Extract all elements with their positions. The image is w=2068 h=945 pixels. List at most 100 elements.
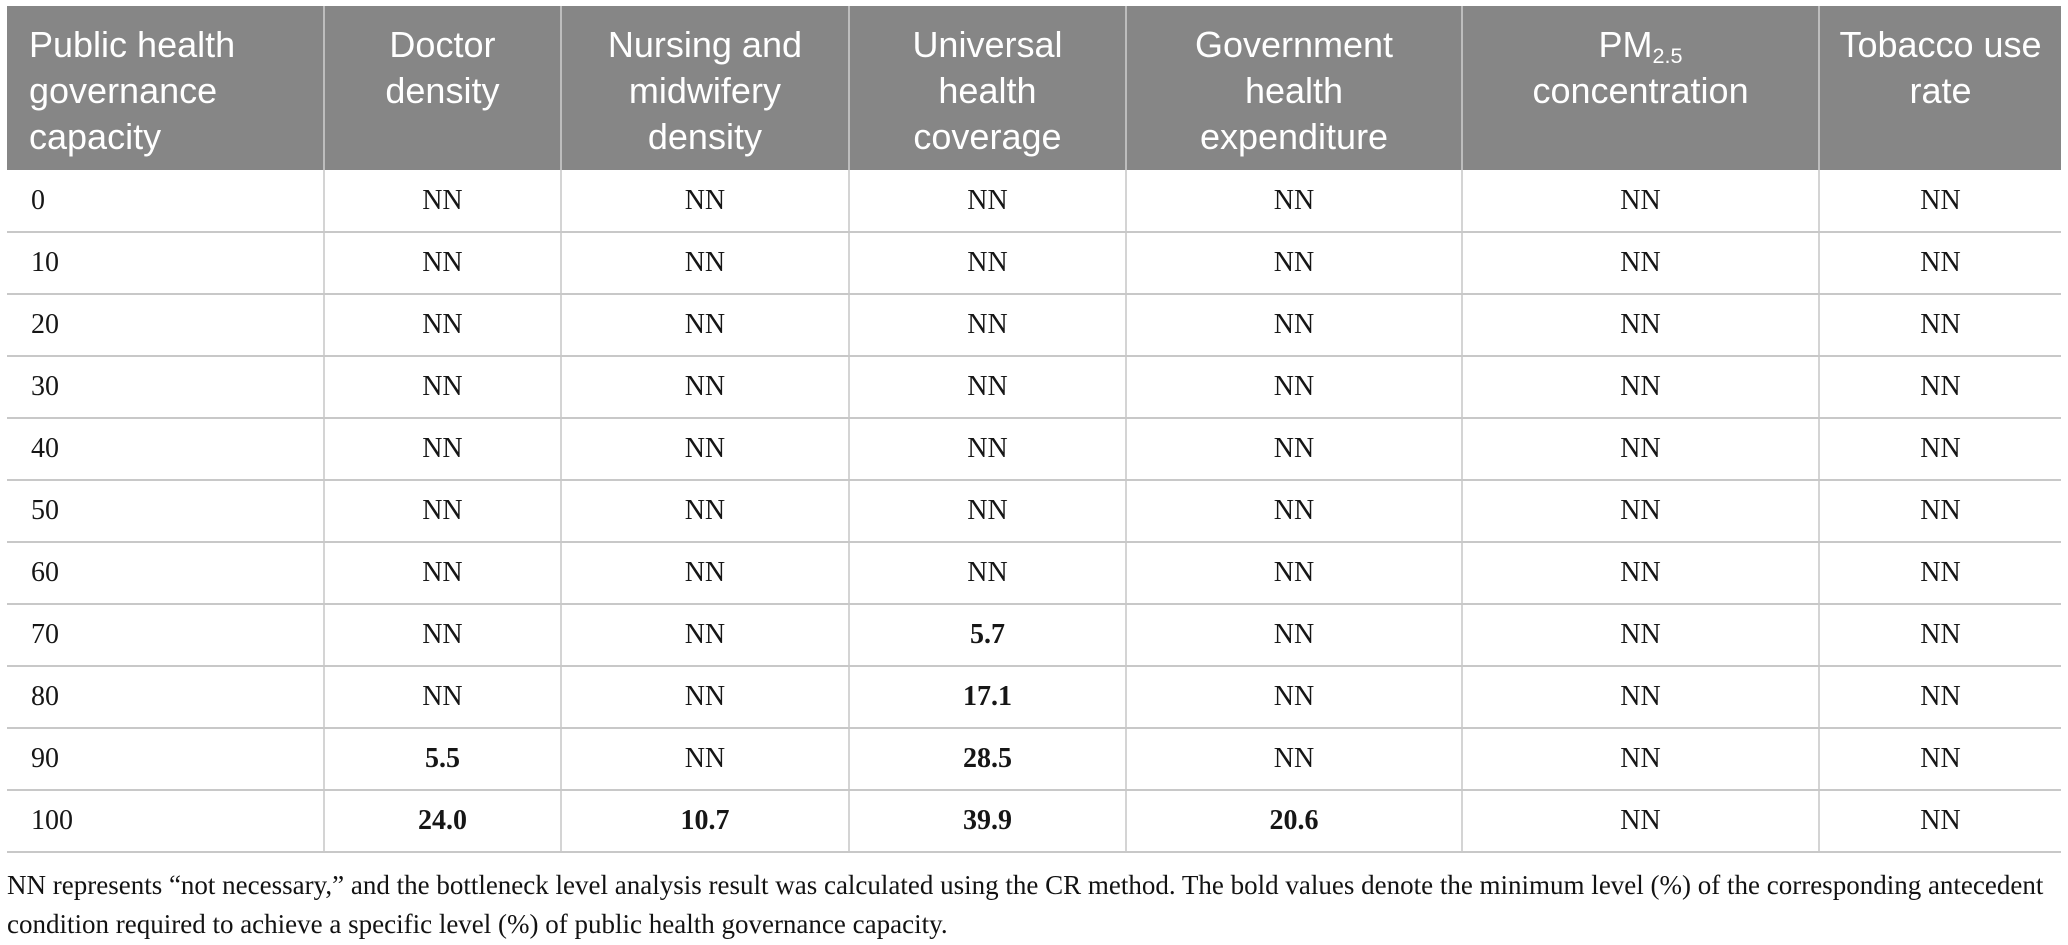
table-cell: NN <box>322 666 561 730</box>
column-header-label: Public health governance capacity <box>29 24 235 157</box>
table-cell: NN <box>559 480 849 544</box>
table-cell: NN <box>1124 356 1463 420</box>
row-capacity-label: 50 <box>7 480 324 544</box>
header-text: coverage <box>913 116 1062 158</box>
table-cell: NN <box>1818 604 2061 668</box>
header-text: midwifery <box>628 70 781 112</box>
table-cell: NN <box>1461 790 1820 854</box>
column-header-tobacco-use-rate: Tobacco use rate <box>1818 6 2061 171</box>
header-text: Universal <box>912 24 1063 65</box>
table-row: 50 NN NN NN NN NN NN <box>7 480 2061 544</box>
table-body: 0 NN NN NN NN NN NN 10 NN NN NN NN NN NN 20 NN NN NN NN NN N… <box>7 170 2061 854</box>
table-row: 100 24.0 10.7 39.9 20.6 NN NN <box>7 790 2061 854</box>
column-header-label: Universal health coverage <box>912 24 1062 157</box>
column-header-label: Doctor density <box>385 24 499 111</box>
column-header-pm25-concentration: PM2.5 concentration <box>1461 6 1820 171</box>
row-capacity-label: 10 <box>7 232 324 296</box>
column-header-public-health-governance-capacity: Public health governance capacity <box>7 6 324 171</box>
table-cell: NN <box>847 418 1126 482</box>
table-cell: 28.5 <box>847 728 1126 792</box>
column-header-nursing-midwifery-density: Nursing and midwifery density <box>559 6 849 171</box>
header-text: Nursing and <box>607 24 802 65</box>
header-text: Government <box>1194 24 1394 65</box>
header-text: governance <box>29 70 218 112</box>
row-capacity-label: 0 <box>7 170 324 234</box>
table-cell: NN <box>1124 418 1463 482</box>
row-capacity-label: 70 <box>7 604 324 668</box>
table-cell: NN <box>559 418 849 482</box>
table-cell: 39.9 <box>847 790 1126 854</box>
table-cell: NN <box>322 604 561 668</box>
table-cell: 17.1 <box>847 666 1126 730</box>
table-cell: NN <box>847 170 1126 234</box>
table-cell: NN <box>1818 170 2061 234</box>
column-header-label: Tobacco use rate <box>1839 24 2041 111</box>
row-capacity-label: 80 <box>7 666 324 730</box>
column-header-universal-health-coverage: Universal health coverage <box>847 6 1126 171</box>
table-cell: 5.5 <box>322 728 561 792</box>
table-cell: NN <box>1461 232 1820 296</box>
table-cell: NN <box>559 232 849 296</box>
table-cell: NN <box>1461 294 1820 358</box>
table-cell: NN <box>847 542 1126 606</box>
table-cell: NN <box>1124 728 1463 792</box>
header-text: capacity <box>29 116 162 158</box>
header-text: density <box>647 116 762 158</box>
table-cell: NN <box>847 232 1126 296</box>
table-cell: NN <box>1461 356 1820 420</box>
row-capacity-label: 90 <box>7 728 324 792</box>
table-cell: NN <box>559 604 849 668</box>
table-cell: NN <box>322 170 561 234</box>
table-cell: NN <box>1461 480 1820 544</box>
table-cell: NN <box>559 728 849 792</box>
table-cell: NN <box>1818 790 2061 854</box>
table-cell: NN <box>1124 542 1463 606</box>
table-row: 60 NN NN NN NN NN NN <box>7 542 2061 606</box>
table-cell: NN <box>1461 418 1820 482</box>
table-cell: NN <box>1461 666 1820 730</box>
table-cell: NN <box>322 232 561 296</box>
table-row: 10 NN NN NN NN NN NN <box>7 232 2061 296</box>
table-cell: NN <box>559 666 849 730</box>
table-row: 70 NN NN 5.7 NN NN NN <box>7 604 2061 668</box>
header-text: health <box>938 70 1037 112</box>
column-header-label: PM2.5 concentration <box>1532 24 1748 111</box>
header-text: Public health <box>29 24 236 65</box>
row-capacity-label: 60 <box>7 542 324 606</box>
table-cell: NN <box>559 294 849 358</box>
bottleneck-analysis-table: Public health governance capacity Doctor de… <box>7 6 2061 854</box>
table-cell: NN <box>322 418 561 482</box>
header-text: density <box>385 70 500 112</box>
table-cell: NN <box>847 356 1126 420</box>
header-subscript: 2.5 <box>1652 43 1683 69</box>
header-row: Public health governance capacity Doctor de… <box>7 6 2061 171</box>
table-row: 30 NN NN NN NN NN NN <box>7 356 2061 420</box>
header-text: concentration <box>1532 70 1749 112</box>
table-row: 80 NN NN 17.1 NN NN NN <box>7 666 2061 730</box>
table-cell: NN <box>847 294 1126 358</box>
table-row: 20 NN NN NN NN NN NN <box>7 294 2061 358</box>
table-cell: NN <box>1818 294 2061 358</box>
table-header: Public health governance capacity Doctor de… <box>7 6 2061 171</box>
table-cell: NN <box>1461 728 1820 792</box>
row-capacity-label: 100 <box>7 790 324 854</box>
row-capacity-label: 30 <box>7 356 324 420</box>
table-cell: NN <box>322 480 561 544</box>
table-cell: NN <box>322 356 561 420</box>
table-cell: 20.6 <box>1124 790 1463 854</box>
table-cell: NN <box>559 170 849 234</box>
column-header-government-health-expenditure: Government health expenditure <box>1124 6 1463 171</box>
table-cell: NN <box>559 542 849 606</box>
header-text: rate <box>1909 70 1972 112</box>
table-cell: NN <box>1818 542 2061 606</box>
header-text: health <box>1244 70 1344 112</box>
table-cell: NN <box>1124 232 1463 296</box>
header-text: PM <box>1598 24 1653 65</box>
table-cell: NN <box>1124 294 1463 358</box>
table-cell: NN <box>1818 356 2061 420</box>
table-cell: NN <box>1818 728 2061 792</box>
column-header-label: Government health expenditure <box>1195 24 1393 157</box>
table-cell: NN <box>1124 480 1463 544</box>
table-row: 0 NN NN NN NN NN NN <box>7 170 2061 234</box>
column-header-label: Nursing and midwifery density <box>608 24 802 157</box>
